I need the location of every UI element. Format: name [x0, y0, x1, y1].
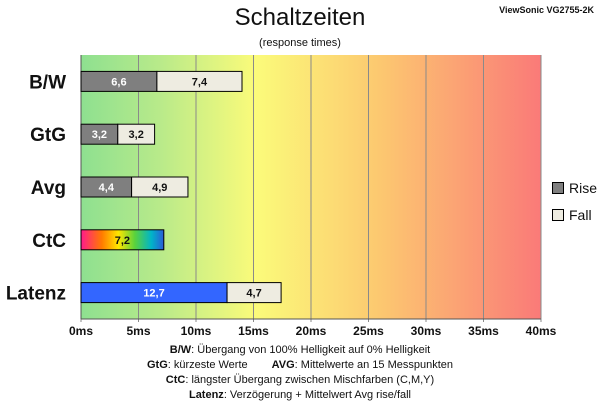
bar-ctc-seg0-label: 7,2 — [115, 235, 130, 247]
bar-rise-label: 3,2 — [92, 129, 107, 141]
legend-fall: Fall — [552, 207, 592, 223]
footnote-avg-text: : Mittelwerte an 15 Messpunkten — [294, 359, 454, 371]
bar-latenz-seg1 — [226, 282, 282, 304]
footnote-ctc-text: : längster Übergang zwischen Mischfarben… — [185, 374, 435, 386]
category-label: Latenz — [6, 284, 66, 305]
footnote-bw-text: : Übergang von 100% Helligkeit auf 0% He… — [191, 344, 431, 356]
footnote-avg-key: AVG — [271, 359, 295, 371]
legend-rise: Rise — [552, 180, 597, 196]
x-tick-label: 35ms — [468, 324, 499, 338]
brand-watermark: ViewSonic VG2755-2K — [499, 5, 594, 15]
category-label: Avg — [31, 178, 66, 199]
footnote-latenz: Latenz: Verzögerung + Mittelwert Avg ris… — [0, 389, 600, 401]
bar-rise-label: 6,6 — [111, 76, 126, 88]
bar-fall — [117, 123, 156, 145]
footnote-latenz-text: : Verzögerung + Mittelwert Avg rise/fall — [223, 389, 412, 401]
x-tick-label: 20ms — [296, 324, 327, 338]
bar-latenz-seg1-label: 4,7 — [246, 288, 261, 300]
legend-rise-label: Rise — [569, 180, 598, 196]
bar-fall-label: 3,2 — [129, 129, 144, 141]
bar-rise-label: 4,4 — [99, 182, 115, 194]
footnote-bw-key: B/W — [169, 344, 192, 356]
category-label: CtC — [32, 231, 66, 252]
footnote-ctc: CtC: längster Übergang zwischen Mischfar… — [0, 374, 600, 386]
bar-ctc-seg0 — [80, 229, 165, 251]
x-tick-label: 0ms — [69, 324, 93, 338]
x-tick-label: 5ms — [126, 324, 150, 338]
bar-fall — [156, 70, 243, 92]
x-tick-label: 10ms — [181, 324, 212, 338]
x-tick-label: 15ms — [238, 324, 269, 338]
footnote-latenz-key: Latenz — [188, 389, 224, 401]
footnote-gtg-key: GtG — [146, 359, 168, 371]
footnote-bw: B/W: Übergang von 100% Helligkeit auf 0%… — [0, 344, 600, 356]
footnote-ctc-key: CtC — [165, 374, 186, 386]
legend-fall-swatch — [552, 209, 564, 221]
bar-latenz-seg0-label: 12,7 — [143, 288, 164, 300]
bar-fall — [131, 176, 189, 198]
footnote-gtg-avg: GtG: kürzeste Werte AVG: Mittelwerte an 1… — [0, 359, 600, 371]
legend-rise-swatch — [552, 182, 564, 194]
chart-subtitle: (response times) — [259, 37, 341, 49]
category-label: B/W — [29, 72, 66, 93]
category-label: GtG — [30, 125, 66, 146]
legend-fall-label: Fall — [569, 207, 592, 223]
x-tick-label: 25ms — [353, 324, 384, 338]
chart-title: Schaltzeiten — [234, 4, 366, 31]
bar-fall-label: 4,9 — [152, 182, 167, 194]
x-tick-label: 40ms — [526, 324, 557, 338]
footnote-gtg-text: : kürzeste Werte — [167, 359, 248, 371]
x-tick-label: 30ms — [411, 324, 442, 338]
response-time-chart: 6,6 7,4 3,2 3,2 4,4 4,9 7,2 12,7 4,7 B/W GtG Avg Ct… — [6, 55, 557, 338]
bar-fall-label: 7,4 — [192, 76, 208, 88]
